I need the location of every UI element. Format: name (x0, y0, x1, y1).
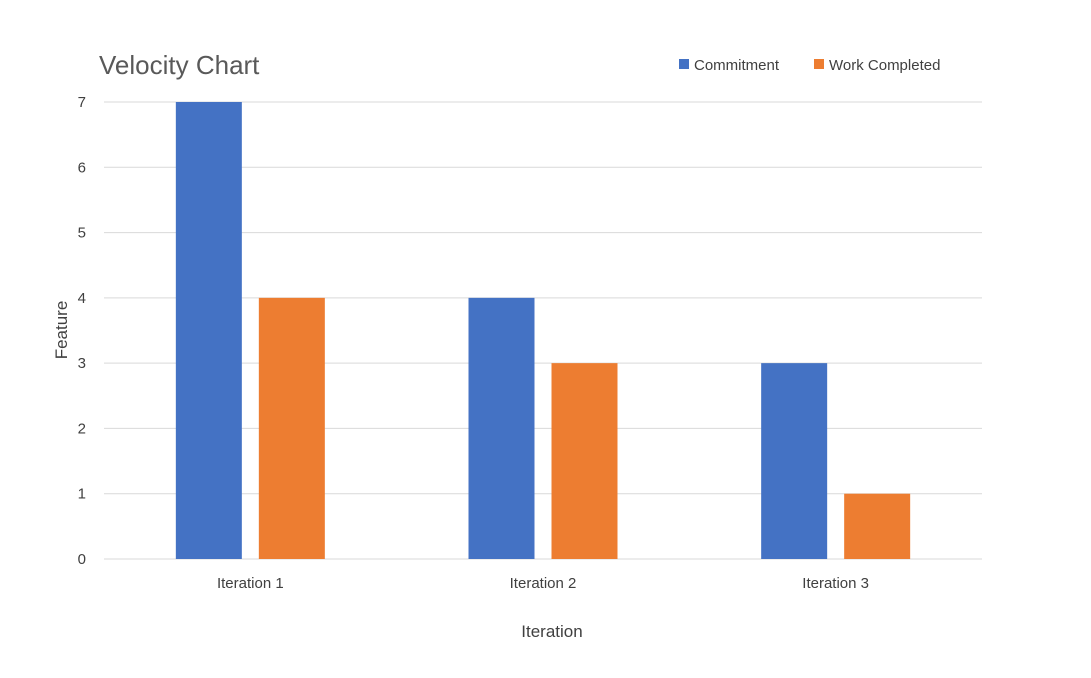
y-tick-label: 2 (78, 420, 86, 437)
y-tick-label: 0 (78, 551, 86, 568)
legend-swatch-commitment (679, 59, 689, 69)
bar-commitment-1 (175, 102, 242, 559)
y-tick-label: 1 (78, 486, 86, 503)
x-axis-label: Iteration (521, 622, 582, 641)
legend-label-work-completed: Work Completed (829, 57, 940, 74)
bar-work-completed-2 (551, 363, 618, 559)
legend-swatch-work-completed (814, 59, 824, 69)
y-axis-label: Feature (52, 301, 71, 360)
x-tick-label: Iteration 1 (217, 575, 284, 592)
legend-label-commitment: Commitment (694, 57, 780, 74)
chart-title: Velocity Chart (99, 50, 260, 80)
bar-work-completed-1 (258, 297, 325, 559)
y-tick-label: 5 (78, 225, 86, 242)
x-tick-label: Iteration 3 (802, 575, 869, 592)
bars (175, 102, 911, 559)
y-axis-ticks: 0 1 2 3 4 5 6 7 (78, 94, 86, 568)
y-tick-label: 7 (78, 94, 86, 111)
y-tick-label: 4 (78, 290, 86, 307)
gridlines (104, 101, 982, 560)
y-tick-label: 3 (78, 355, 86, 372)
legend: Commitment Work Completed (679, 57, 940, 74)
x-axis-ticks: Iteration 1 Iteration 2 Iteration 3 (217, 575, 869, 592)
bar-commitment-3 (761, 363, 828, 559)
x-tick-label: Iteration 2 (510, 575, 577, 592)
y-tick-label: 6 (78, 159, 86, 176)
bar-commitment-2 (468, 297, 535, 559)
bar-work-completed-3 (844, 493, 911, 559)
